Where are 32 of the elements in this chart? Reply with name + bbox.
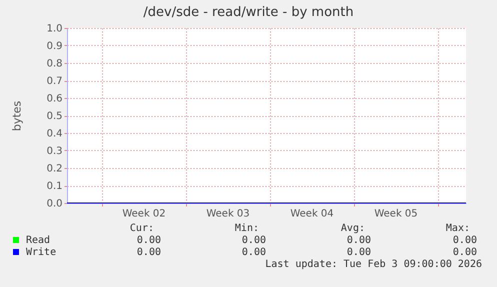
x-tick-label: Week 02: [122, 208, 166, 220]
text: 0.00: [242, 247, 266, 258]
x-tick-label: Week 05: [374, 208, 418, 220]
y-tick-label: 0.6: [46, 94, 62, 104]
text: 0.00: [242, 235, 266, 246]
text: 0.00: [452, 247, 477, 258]
text: Last update: Tue Feb 3 09:00:00 2026: [265, 259, 482, 270]
y-tick-label: 0.3: [46, 146, 62, 157]
text: 0.00: [136, 247, 161, 258]
text: Min:: [234, 223, 259, 234]
text: 0.00: [452, 235, 477, 246]
y-tick-label: 0.5: [46, 111, 62, 122]
y-tick-label: 0.8: [46, 58, 62, 70]
text: 0.00: [346, 247, 371, 258]
y-tick-label: 0.2: [46, 164, 62, 174]
y-tick-label: 0.1: [46, 181, 62, 192]
y-axis-title: bytes: [10, 100, 24, 132]
text: Max:: [446, 223, 470, 234]
y-tick-label: 0.9: [46, 41, 62, 52]
x-tick-label: Week 03: [206, 208, 250, 220]
y-tick-label: 0.4: [46, 128, 62, 140]
y-tick-label: 0.7: [46, 76, 62, 87]
text: Avg:: [340, 223, 365, 234]
y-tick-label: 0.0: [46, 198, 62, 210]
chart-title: /dev/sde - read/write - by month: [143, 5, 354, 20]
legend-label: Read: [26, 235, 50, 246]
y-tick-label: 1.0: [46, 24, 62, 34]
text: 0.00: [346, 235, 371, 246]
text: 0.00: [136, 235, 161, 246]
legend-label: Write: [26, 247, 56, 258]
x-tick-label: Week 04: [290, 208, 334, 220]
text: Cur:: [130, 223, 154, 234]
